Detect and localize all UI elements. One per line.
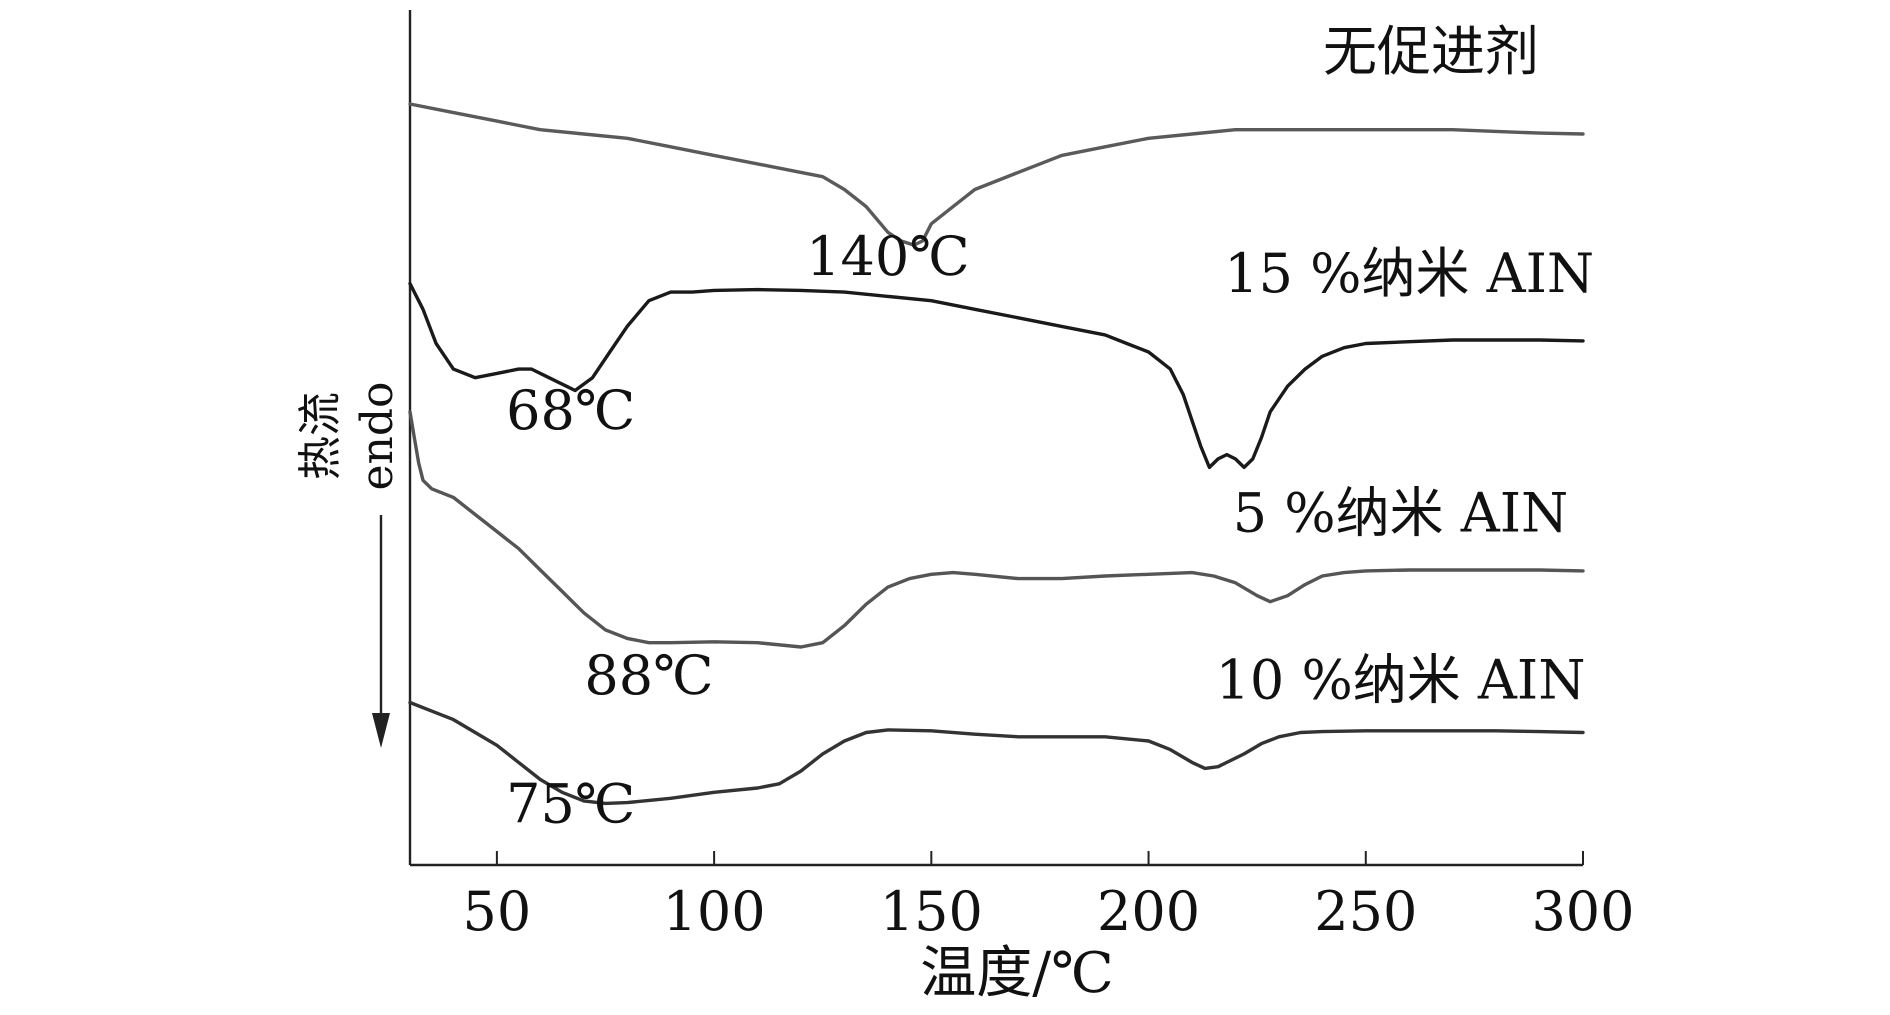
x-tick-label-100: 100: [663, 880, 766, 943]
curves: [408, 102, 1585, 806]
series-line-4: [408, 700, 1585, 806]
x-tick-label-300: 300: [1531, 880, 1634, 943]
annotation-5: 5 %纳米 AIN: [1233, 482, 1569, 545]
annotation-2: 140℃: [806, 225, 969, 288]
y-axis-title: 热流 endo: [295, 381, 403, 490]
annotation-1: 无促进剂: [1323, 20, 1539, 83]
annotation-7: 10 %纳米 AIN: [1216, 648, 1586, 711]
annotation-3: 15 %纳米 AIN: [1224, 242, 1594, 305]
endo-arrow: [372, 515, 390, 748]
x-tick-label-200: 200: [1097, 880, 1200, 943]
series-line-3: [408, 410, 1585, 649]
annotation-8: 75℃: [506, 772, 635, 835]
annotation-6: 88℃: [584, 644, 713, 707]
axes: 50 100 150 200 250 300: [408, 10, 1635, 943]
x-tick-label-150: 150: [880, 880, 983, 943]
series-line-2: [408, 281, 1585, 470]
annotation-4: 68℃: [506, 379, 635, 442]
x-axis-title: 温度/℃: [920, 941, 1114, 1006]
x-tick-label-250: 250: [1314, 880, 1417, 943]
y-axis-title-main: 热流: [295, 392, 346, 480]
y-axis-title-sub: endo: [352, 381, 403, 490]
annotations: 无促进剂 140℃ 15 %纳米 AIN 68℃ 5 %纳米 AIN 88℃ 10 %纳米 …: [506, 20, 1594, 835]
series-line-1: [408, 102, 1585, 247]
x-tick-label-50: 50: [463, 880, 532, 943]
